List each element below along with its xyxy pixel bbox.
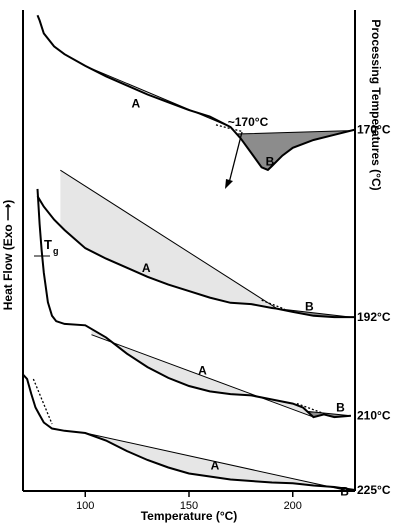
tangent-line xyxy=(215,124,244,133)
baseline-line xyxy=(85,65,231,128)
series-line xyxy=(36,188,351,419)
baseline-line xyxy=(85,432,345,491)
plot-area: 100 150 200 xyxy=(76,491,302,512)
region-a-label: A xyxy=(142,261,151,275)
series-traces xyxy=(22,14,356,491)
series-3 xyxy=(36,188,351,419)
region-a-fill xyxy=(91,328,314,418)
annotation-arrow xyxy=(228,131,243,184)
y-axis-title: Heat Flow (Exo ⟶) xyxy=(1,200,15,311)
tangent-line xyxy=(32,378,53,425)
processing-temp-label: 192°C xyxy=(357,310,391,324)
series-2 xyxy=(36,169,355,319)
processing-temp-label: 210°C xyxy=(357,409,391,423)
series-4 xyxy=(22,373,356,491)
region-b-label: B xyxy=(336,401,345,415)
processing-temp-label: 225°C xyxy=(357,483,391,497)
region-a-label: A xyxy=(211,458,220,472)
annotation-arrowhead xyxy=(225,179,233,189)
series-line xyxy=(22,373,356,491)
region-b-fill xyxy=(235,130,352,171)
tg-label-subscript: g xyxy=(53,246,59,256)
tg-label-text: T xyxy=(44,237,52,252)
region-a-label: A xyxy=(198,364,207,378)
baseline-line xyxy=(60,169,277,309)
series-line xyxy=(36,195,355,319)
right-axis-title: Processing Temperatures (°C) xyxy=(369,19,383,190)
annotation-label: ~170°C xyxy=(228,115,269,129)
series-1 xyxy=(36,14,356,172)
x-tick-label: 200 xyxy=(284,500,302,512)
series-line xyxy=(36,14,356,172)
x-axis-title: Temperature (°C) xyxy=(141,509,238,523)
baseline-line xyxy=(91,334,314,418)
tg-label: T g xyxy=(34,237,59,257)
x-tick-label: 100 xyxy=(76,500,94,512)
region-b-label: B xyxy=(266,155,275,169)
tangent-line xyxy=(261,299,285,310)
x-tick-label: 150 xyxy=(180,500,198,512)
tangent-line xyxy=(296,402,325,415)
processing-temp-label: 170°C xyxy=(357,123,391,137)
region-a-label: A xyxy=(132,96,141,110)
region-b-label: B xyxy=(305,300,314,314)
